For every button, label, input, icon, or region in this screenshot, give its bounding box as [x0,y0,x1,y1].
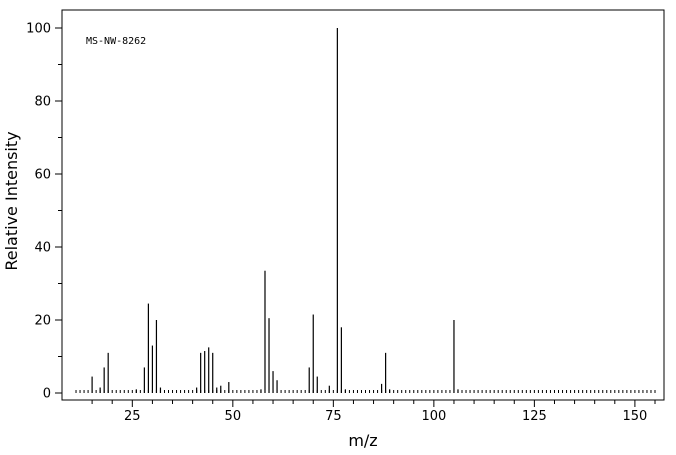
x-tick-label: 100 [421,409,446,424]
x-tick-label: 25 [124,409,141,424]
spectrum-id-label: MS-NW-8262 [86,36,146,47]
x-tick-label: 150 [622,409,647,424]
y-tick-label: 80 [34,95,51,110]
y-tick-label: 100 [26,22,51,37]
x-tick-label: 75 [325,409,342,424]
peak-bars [91,28,459,393]
x-tick-label: 125 [522,409,547,424]
x-axis: 25 50 75 100 125 150 [91,400,656,424]
y-axis: 0 20 40 60 80 100 [26,22,62,402]
x-minor-ticks [75,390,656,393]
y-tick-label: 60 [34,168,51,183]
y-axis-title: Relative Intensity [2,131,21,270]
x-tick-label: 50 [225,409,242,424]
y-tick-label: 40 [34,241,51,256]
y-tick-label: 20 [34,314,51,329]
y-tick-label: 0 [43,387,51,402]
plot-frame [61,9,665,401]
x-axis-title: m/z [348,431,377,450]
